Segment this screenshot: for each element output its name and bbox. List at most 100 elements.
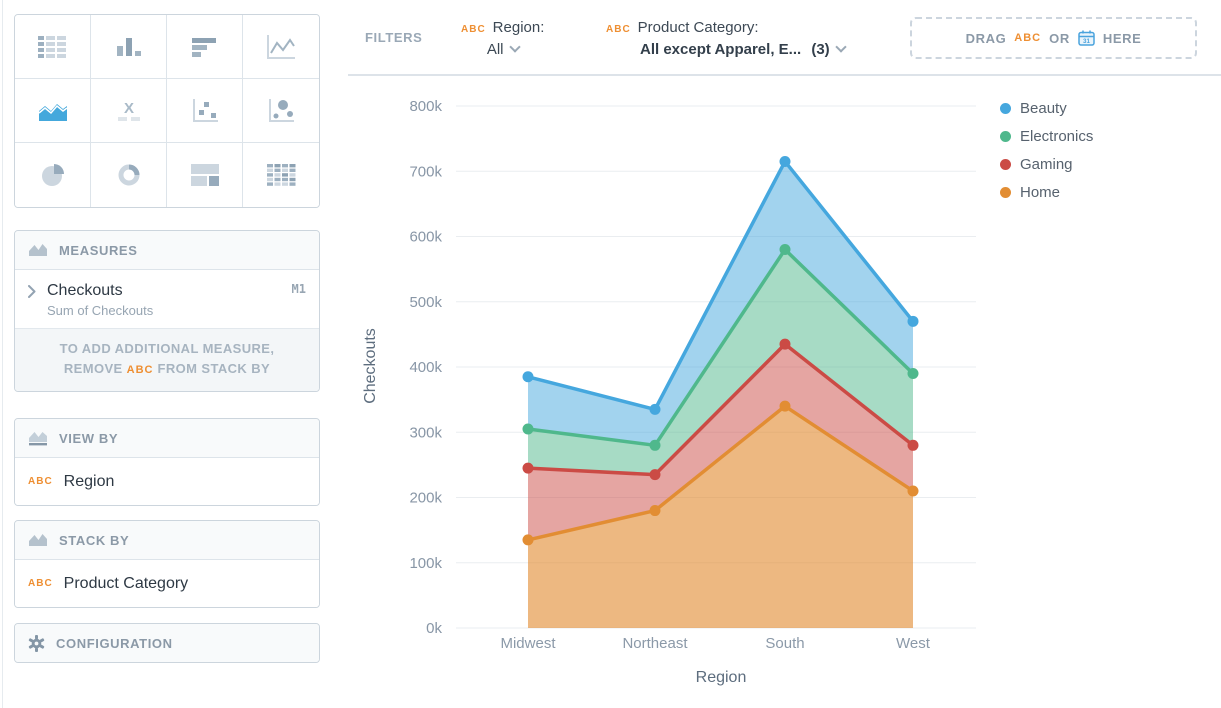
x-bars-icon: X	[117, 100, 140, 121]
line-chart-icon	[267, 34, 295, 59]
table-icon	[37, 35, 66, 58]
horizontal-bars-icon	[191, 37, 216, 57]
filter-product-category[interactable]: ABC Product Category: All except Apparel…	[606, 19, 847, 58]
calendar-icon: 31	[1078, 30, 1095, 46]
view-by-item-label: Region	[63, 472, 115, 490]
svg-text:West: West	[896, 635, 931, 652]
filters-label: FILTERS	[365, 30, 423, 45]
pie-icon	[41, 164, 64, 186]
svg-text:0k: 0k	[426, 620, 442, 637]
abc-badge: ABC	[461, 24, 486, 35]
chart-type-horizontal-bars-button[interactable]	[167, 15, 243, 79]
note-line2-post: FROM STACK BY	[157, 361, 271, 377]
abc-badge: ABC	[28, 578, 53, 589]
legend-dot-icon	[1000, 186, 1011, 198]
note-line2-pre: REMOVE	[63, 361, 123, 377]
filter-category-name: Product Category:	[637, 19, 759, 36]
abc-badge: ABC	[1014, 32, 1042, 44]
abc-badge: ABC	[126, 364, 154, 377]
chart-legend: Beauty Electronics Gaming Home	[1000, 94, 1093, 206]
abc-badge: ABC	[606, 24, 631, 35]
configuration-header[interactable]: CONFIGURATION	[15, 624, 319, 662]
filter-category-value: All except Apparel, E...	[640, 41, 802, 58]
stack-by-item-product-category[interactable]: ABC Product Category	[15, 560, 319, 607]
stack-by-panel: STACK BY ABC Product Category	[14, 520, 320, 608]
dropzone-or-label: OR	[1049, 30, 1070, 46]
legend-dot-icon	[1000, 158, 1011, 170]
configuration-panel: CONFIGURATION	[14, 623, 320, 663]
measures-header: MEASURES	[15, 231, 319, 270]
chart-type-pie-button[interactable]	[15, 143, 91, 207]
chart-type-area-button[interactable]	[15, 79, 91, 143]
area-axis-glyph-icon	[29, 431, 47, 445]
chart-type-heatmap-button[interactable]	[243, 143, 319, 207]
measures-header-label: MEASURES	[59, 242, 138, 258]
app-left-divider	[2, 0, 3, 708]
measure-label: Checkouts	[47, 282, 123, 299]
svg-text:300k: 300k	[409, 424, 442, 441]
filter-region-value: All	[486, 41, 504, 58]
svg-text:X: X	[123, 100, 133, 117]
view-by-header: VIEW BY	[15, 419, 319, 458]
filter-region-name: Region:	[492, 19, 545, 36]
abc-badge: ABC	[28, 476, 53, 487]
svg-text:100k: 100k	[409, 555, 442, 572]
filter-category-count: (3)	[811, 41, 830, 58]
scatter-icon	[192, 98, 218, 122]
chart-type-donut-button[interactable]	[91, 143, 167, 207]
measures-panel: MEASURES Checkouts Sum of Checkouts M1 T…	[14, 230, 320, 393]
bubble-icon	[269, 98, 294, 122]
area-glyph-icon	[29, 534, 47, 546]
filter-region[interactable]: ABC Region: All	[461, 19, 544, 58]
legend-item-electronics[interactable]: Electronics	[1000, 122, 1093, 150]
chevron-right-icon	[28, 285, 36, 298]
svg-text:700k: 700k	[409, 163, 442, 180]
svg-text:Northeast: Northeast	[622, 635, 688, 652]
chart-type-table-button[interactable]	[15, 15, 91, 79]
legend-label: Electronics	[1020, 127, 1094, 145]
header-divider	[348, 74, 1221, 76]
view-by-header-label: VIEW BY	[59, 430, 119, 446]
chart-type-picker: X	[14, 14, 320, 208]
dropzone-here-label: HERE	[1102, 30, 1142, 46]
svg-text:Checkouts: Checkouts	[362, 328, 379, 404]
filter-dropzone[interactable]: DRAG ABC OR 31 HERE	[910, 17, 1197, 59]
legend-item-beauty[interactable]: Beauty	[1000, 94, 1093, 122]
chart-type-line-button[interactable]	[243, 15, 319, 79]
area-glyph-icon	[29, 244, 47, 256]
chart-type-x-bars-button[interactable]: X	[91, 79, 167, 143]
treemap-icon	[190, 164, 219, 186]
legend-dot-icon	[1000, 102, 1011, 114]
chevron-down-icon	[508, 41, 521, 53]
vertical-bars-icon	[116, 37, 141, 56]
legend-dot-icon	[1000, 130, 1011, 142]
measure-badge: M1	[291, 282, 306, 296]
legend-item-gaming[interactable]: Gaming	[1000, 150, 1093, 178]
chart-type-scatter-button[interactable]	[167, 79, 243, 143]
configuration-header-label: CONFIGURATION	[56, 635, 173, 651]
gear-icon	[28, 634, 45, 652]
legend-label: Beauty	[1020, 99, 1067, 117]
note-line1: TO ADD ADDITIONAL MEASURE,	[59, 341, 275, 356]
chart-type-vertical-bars-button[interactable]	[91, 15, 167, 79]
chart-type-bubble-button[interactable]	[243, 79, 319, 143]
legend-label: Home	[1020, 183, 1061, 201]
svg-text:Midwest: Midwest	[500, 635, 556, 652]
stack-by-header: STACK BY	[15, 521, 319, 560]
view-by-item-region[interactable]: ABC Region	[15, 458, 319, 505]
svg-text:31: 31	[1083, 38, 1090, 45]
chart-type-treemap-button[interactable]	[167, 143, 243, 207]
svg-text:800k: 800k	[409, 98, 442, 115]
stack-by-header-label: STACK BY	[59, 532, 130, 548]
stacked-area-chart: 0k 100k 200k 300k 400k 500k 600k 700k 800k Midwes…	[362, 98, 976, 686]
view-by-panel: VIEW BY ABC Region	[14, 418, 320, 506]
svg-text:400k: 400k	[409, 359, 442, 376]
donut-icon	[118, 164, 139, 186]
area-chart-icon	[38, 103, 67, 121]
measure-row-checkouts[interactable]: Checkouts Sum of Checkouts M1	[15, 270, 319, 328]
dropzone-drag-label: DRAG	[965, 30, 1007, 46]
svg-text:South: South	[765, 635, 804, 652]
svg-text:200k: 200k	[409, 490, 442, 507]
legend-item-home[interactable]: Home	[1000, 178, 1093, 206]
svg-text:600k: 600k	[409, 229, 442, 246]
